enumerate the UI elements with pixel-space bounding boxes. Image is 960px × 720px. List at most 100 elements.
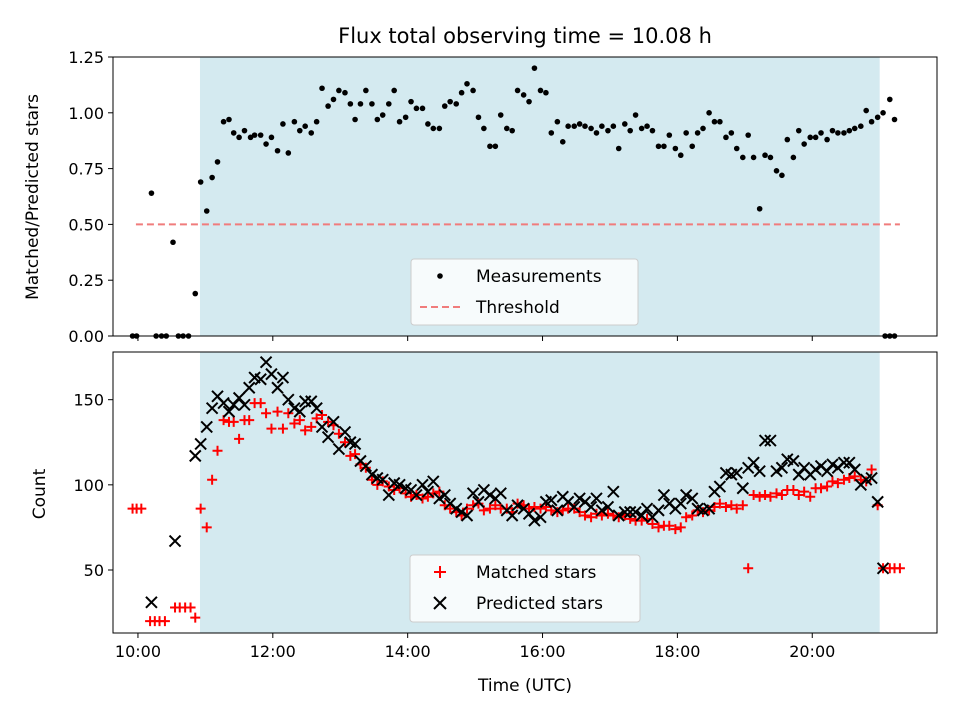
- predicted-star-point: [601, 500, 615, 514]
- measurement-point: [509, 127, 515, 134]
- measurement-point: [621, 121, 628, 127]
- bottom-plot-frame: [112, 351, 938, 634]
- measurement-point: [858, 123, 864, 129]
- predicted-star-point: [787, 454, 800, 468]
- predicted-star-point: [494, 487, 507, 500]
- matched-star-point: [664, 520, 675, 531]
- measurement-point: [818, 130, 824, 136]
- predicted-star-point: [528, 514, 541, 527]
- measurement-point: [308, 130, 315, 136]
- x-tick-label: 16:00: [519, 642, 565, 661]
- predicted-star-point: [265, 367, 278, 381]
- matched-star-point: [339, 437, 350, 448]
- predicted-star-point: [809, 463, 822, 476]
- predicted-star-point: [315, 420, 329, 434]
- matched-star-point: [681, 512, 692, 523]
- measurement-point: [357, 101, 364, 107]
- measurement-point: [638, 125, 645, 132]
- matched-star-point: [765, 491, 776, 502]
- x-tick-label: 18:00: [654, 642, 700, 661]
- predicted-star-point: [584, 500, 598, 514]
- predicted-star-point: [629, 505, 642, 519]
- matched-star-point: [552, 507, 563, 518]
- top-y-tick-label: 0.75: [68, 160, 104, 179]
- matched-star-point: [754, 491, 765, 502]
- measurement-point: [391, 87, 397, 94]
- measurement-point: [700, 125, 706, 132]
- measurement-point: [812, 134, 819, 141]
- predicted-star-point: [843, 456, 856, 469]
- measurement-point: [257, 132, 264, 138]
- measurement-point: [470, 87, 476, 94]
- measurement-point: [220, 118, 227, 125]
- predicted-star-point: [455, 505, 468, 519]
- matched-star-point: [569, 503, 580, 514]
- measurement-point: [717, 118, 723, 125]
- measurement-point: [880, 110, 886, 116]
- measurement-point: [458, 89, 465, 96]
- measurement-point: [319, 85, 325, 92]
- top-plot-marks: [129, 65, 900, 339]
- matched-star-point: [731, 503, 742, 514]
- measurement-point: [728, 130, 735, 136]
- x-tick-label: 12:00: [250, 642, 296, 661]
- matched-star-point: [212, 445, 223, 456]
- measurement-point: [571, 123, 578, 129]
- predicted-star-point: [222, 405, 236, 418]
- predicted-star-point: [433, 492, 446, 505]
- matched-star-point: [855, 474, 866, 485]
- measurement-point: [514, 87, 521, 94]
- matched-star-point: [737, 500, 748, 511]
- matched-star-point: [255, 398, 266, 409]
- predicted-star-point: [189, 449, 202, 463]
- predicted-star-point: [243, 381, 256, 394]
- matched-star-point: [720, 501, 731, 512]
- predicted-star-point: [365, 468, 379, 481]
- bottom-y-tick-label: 100: [73, 476, 104, 495]
- measurement-point: [379, 112, 386, 118]
- measurement-point: [874, 114, 881, 121]
- measurement-point: [632, 112, 639, 118]
- predicted-star-point: [865, 471, 878, 485]
- matched-star-point: [540, 501, 551, 512]
- measurement-point: [413, 105, 420, 112]
- predicted-star-point: [145, 596, 158, 609]
- matched-star-point: [580, 510, 591, 521]
- measurement-point: [342, 89, 348, 96]
- top-y-tick-label: 0.50: [68, 215, 104, 234]
- measurement-point: [627, 127, 633, 134]
- measurement-point: [740, 154, 746, 161]
- measurement-point: [497, 112, 504, 118]
- predicted-star-point: [359, 459, 373, 473]
- top-legend-frame: [410, 258, 639, 326]
- predicted-star-point: [282, 393, 295, 406]
- predicted-star-point: [607, 485, 620, 498]
- matched-star-point: [473, 498, 484, 509]
- measurement-point: [425, 121, 431, 127]
- measurement-point: [666, 132, 673, 138]
- measurement-point: [767, 154, 774, 161]
- measurement-point: [886, 96, 893, 103]
- matched-star-point: [743, 563, 754, 574]
- predicted-star-point: [534, 510, 547, 524]
- predicted-star-point: [288, 401, 301, 415]
- top-y-axis-label: Matched/Predicted stars: [23, 94, 43, 300]
- predicted-star-point: [410, 488, 423, 502]
- predicted-star-point: [876, 562, 890, 575]
- measurement-point: [241, 127, 248, 134]
- matched-star-point: [228, 416, 239, 427]
- predicted-star-point: [472, 495, 485, 509]
- predicted-star-point: [305, 395, 318, 408]
- measurement-point: [236, 134, 242, 141]
- measurement-point: [851, 125, 858, 132]
- predicted-star-point: [238, 398, 251, 412]
- matched-star-point: [636, 515, 647, 526]
- measurement-point: [531, 65, 538, 71]
- predicted-star-point: [595, 504, 609, 517]
- legend-matched-marker: [434, 566, 446, 578]
- bottom-y-tick-label: 50: [84, 561, 104, 580]
- predicted-star-point: [652, 504, 665, 517]
- measurement-point: [487, 143, 493, 150]
- matched-star-point: [675, 522, 686, 533]
